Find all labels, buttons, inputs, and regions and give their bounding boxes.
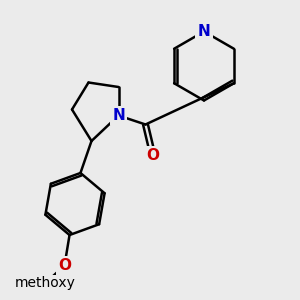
Text: N: N: [198, 24, 210, 39]
Text: O: O: [58, 258, 71, 273]
Text: methoxy: methoxy: [15, 277, 75, 290]
Text: N: N: [112, 108, 125, 123]
Text: O: O: [146, 148, 160, 164]
